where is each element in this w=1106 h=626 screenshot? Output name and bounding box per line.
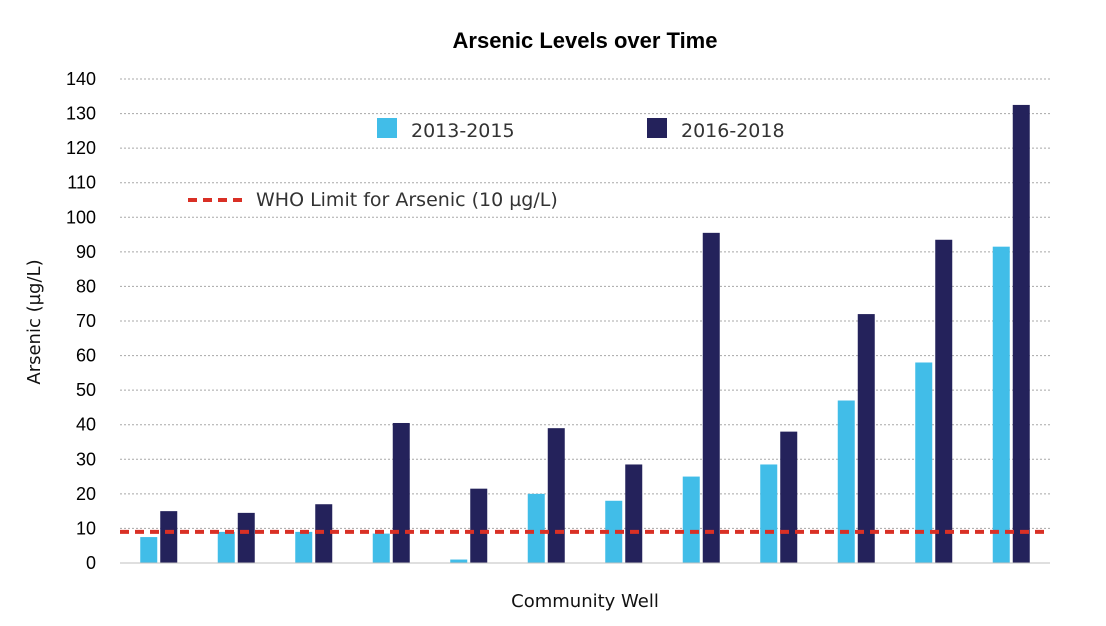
y-tick-label: 120 <box>66 138 96 158</box>
bar-2016-2018-8 <box>702 232 720 564</box>
bar-2013-2015-3 <box>295 531 313 563</box>
y-tick-label: 30 <box>76 449 96 469</box>
legend-label-2016-2018: 2016-2018 <box>681 120 785 142</box>
y-tick-label: 80 <box>76 276 96 296</box>
bar-2013-2015-4 <box>372 533 390 563</box>
bar-2016-2018-12 <box>1012 104 1030 563</box>
bar-2013-2015-1 <box>140 537 158 563</box>
y-tick-label: 0 <box>86 553 96 573</box>
y-tick-label: 40 <box>76 415 96 435</box>
bar-2016-2018-10 <box>857 314 875 563</box>
legend-label-who-limit: WHO Limit for Arsenic (10 µg/L) <box>256 189 558 211</box>
y-tick-label: 10 <box>76 518 96 538</box>
legend-label-2013-2015: 2013-2015 <box>411 120 515 142</box>
bar-2016-2018-11 <box>935 239 953 563</box>
bar-2016-2018-2 <box>237 512 255 563</box>
y-tick-label: 110 <box>67 173 96 193</box>
bar-2016-2018-5 <box>470 488 488 563</box>
bar-2016-2018-1 <box>160 511 178 563</box>
legend-swatch-2016-2018 <box>647 118 667 138</box>
x-axis-label: Community Well <box>511 591 659 612</box>
legend-swatch-2013-2015 <box>377 118 397 138</box>
bar-2013-2015-7 <box>605 500 623 563</box>
bar-2013-2015-10 <box>837 400 855 563</box>
bar-2013-2015-6 <box>527 493 545 563</box>
bar-2013-2015-8 <box>682 476 700 563</box>
y-tick-label: 70 <box>76 311 96 331</box>
bar-2016-2018-7 <box>625 464 643 563</box>
y-tick-label: 50 <box>76 380 96 400</box>
bar-2013-2015-12 <box>992 246 1010 563</box>
bar-2013-2015-5 <box>450 559 468 563</box>
y-tick-label: 60 <box>76 346 96 366</box>
bar-2016-2018-6 <box>547 428 565 563</box>
y-tick-label: 90 <box>76 242 96 262</box>
y-tick-label: 100 <box>66 207 96 227</box>
bar-2013-2015-2 <box>217 531 235 563</box>
bar-2016-2018-4 <box>392 422 410 563</box>
gridlines <box>120 78 1050 529</box>
chart-title: Arsenic Levels over Time <box>453 28 718 53</box>
y-tick-label: 140 <box>66 69 96 89</box>
y-tick-label: 20 <box>76 484 96 504</box>
bar-2013-2015-9 <box>760 464 778 563</box>
y-axis-label: Arsenic (µg/L) <box>24 259 45 384</box>
bar-2016-2018-9 <box>780 431 798 563</box>
y-tick-label: 130 <box>66 104 96 124</box>
bar-2013-2015-11 <box>915 362 933 563</box>
y-axis-ticks: 0 10 20 30 40 50 60 70 80 90 100 110 120 130 140 <box>66 69 96 573</box>
